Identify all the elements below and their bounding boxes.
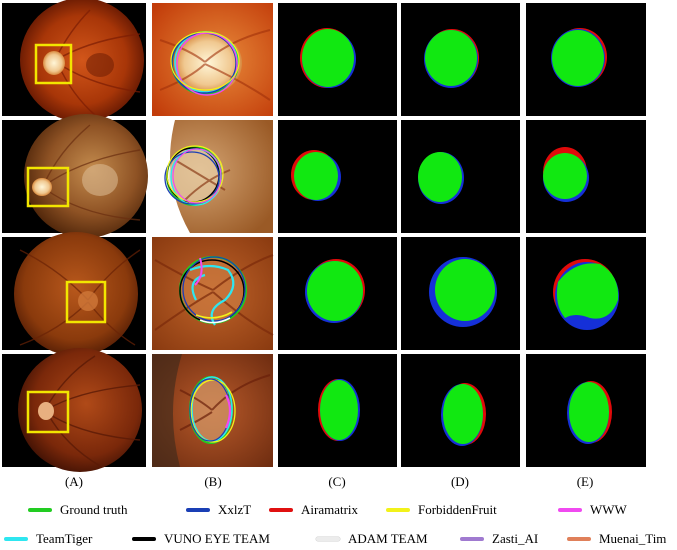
column-label-c: (C): [328, 474, 346, 489]
legend-swatch: [460, 537, 484, 541]
legend-label: Ground truth: [60, 502, 128, 517]
row-3: [2, 232, 646, 356]
legend-item: Ground truth: [28, 501, 128, 519]
highlight-box: [65, 280, 107, 324]
highlight-box: [34, 43, 73, 85]
legend-row-2: TeamTiger VUNO EYE TEAM ADAM TEAM Zasti_…: [0, 530, 677, 548]
legend-label: XxlzT: [218, 502, 252, 517]
mask-d-row-2: [401, 120, 520, 233]
mask-c-row-4: [278, 354, 397, 467]
fundus-image-row-1: [2, 0, 146, 122]
mask-c-row-2: [278, 120, 397, 233]
zoom-image-row-3: [152, 237, 274, 350]
legend-label: TeamTiger: [36, 531, 93, 546]
column-label-d: (D): [450, 474, 470, 489]
legend-swatch: [386, 508, 410, 512]
mask-d-row-3: [401, 237, 520, 350]
legend-swatch: [316, 537, 340, 541]
legend-swatch: [269, 508, 293, 512]
mask-c-row-1: [278, 3, 397, 116]
legend-item: ForbiddenFruit: [386, 501, 497, 519]
legend-item: TeamTiger: [4, 530, 92, 548]
zoom-image-row-2: [152, 120, 273, 233]
row-2: [2, 114, 646, 238]
fundus-image-row-3: [2, 232, 146, 356]
legend-item: VUNO EYE TEAM: [132, 530, 270, 548]
row-1: [2, 0, 646, 122]
legend-item: Airamatrix: [269, 501, 358, 519]
column-label-b: (B): [204, 474, 222, 489]
legend-swatch: [558, 508, 582, 512]
fundus-image-row-2: [2, 114, 148, 238]
legend-swatch: [132, 537, 156, 541]
column-label-a: (A): [64, 474, 84, 489]
row-4: [2, 348, 646, 472]
mask-e-row-3: [526, 237, 646, 350]
mask-e-row-1: [526, 3, 646, 116]
highlight-box: [26, 390, 70, 434]
legend-label: Muenai_Tim: [599, 531, 667, 546]
legend-item: WWW: [558, 501, 627, 519]
mask-e-row-2: [526, 120, 646, 233]
mask-d-row-4: [401, 354, 520, 467]
legend-label: WWW: [590, 502, 627, 517]
column-label-e: (E): [576, 474, 594, 489]
mask-e-row-4: [526, 354, 646, 467]
zoom-image-row-1: [152, 3, 273, 116]
legend-label: Airamatrix: [301, 502, 359, 517]
legend-item: Muenai_Tim: [567, 530, 666, 548]
zoom-image-row-4: [152, 354, 273, 467]
legend-label: VUNO EYE TEAM: [164, 531, 270, 546]
legend-row-1: Ground truth XxlzT Airamatrix ForbiddenF…: [0, 501, 677, 519]
legend-item: Zasti_AI: [460, 530, 538, 548]
legend-item: ADAM TEAM: [316, 530, 428, 548]
legend-label: ForbiddenFruit: [418, 502, 497, 517]
mask-d-row-1: [401, 3, 520, 116]
highlight-box: [26, 166, 70, 208]
legend-label: Zasti_AI: [492, 531, 539, 546]
legend-label: ADAM TEAM: [348, 531, 428, 546]
legend-item: XxlzT: [186, 501, 251, 519]
legend-swatch: [4, 537, 28, 541]
mask-c-row-3: [278, 237, 397, 350]
legend-swatch: [567, 537, 591, 541]
fundus-image-row-4: [2, 348, 146, 472]
legend-swatch: [186, 508, 210, 512]
legend-swatch: [28, 508, 52, 512]
